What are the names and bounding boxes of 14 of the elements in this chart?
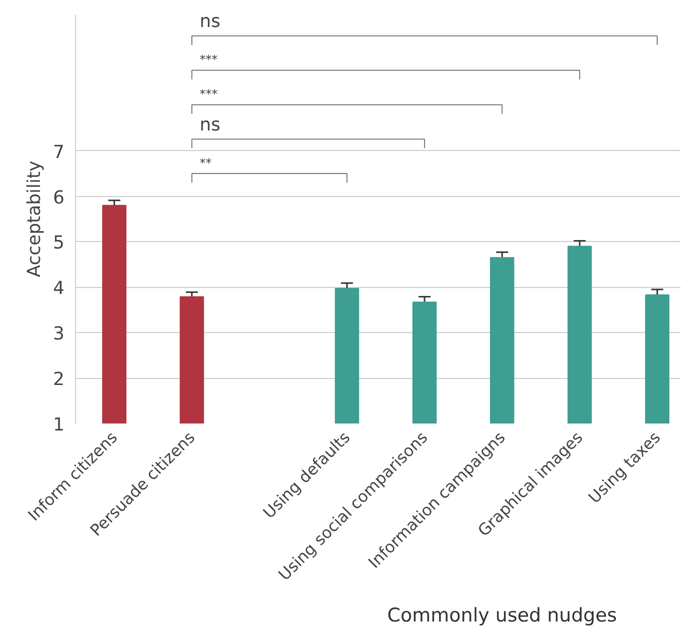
y-tick-label: 7 [53,142,64,163]
y-tick-label: 4 [53,278,64,300]
y-tick-label: 5 [53,232,64,254]
y-axis-title: Acceptability [24,160,46,278]
y-tick-label: 6 [53,187,64,208]
y-tick-label: 3 [53,324,64,345]
annotation: *** [200,52,218,67]
annotation: ** [200,156,212,170]
annotation: ns [200,114,220,136]
y-tick-label: 2 [53,369,64,390]
text: Commonly used nudges [387,604,617,626]
annotation: *** [200,87,218,102]
annotation: ns [200,11,220,32]
y-tick-label: 1 [53,414,64,436]
